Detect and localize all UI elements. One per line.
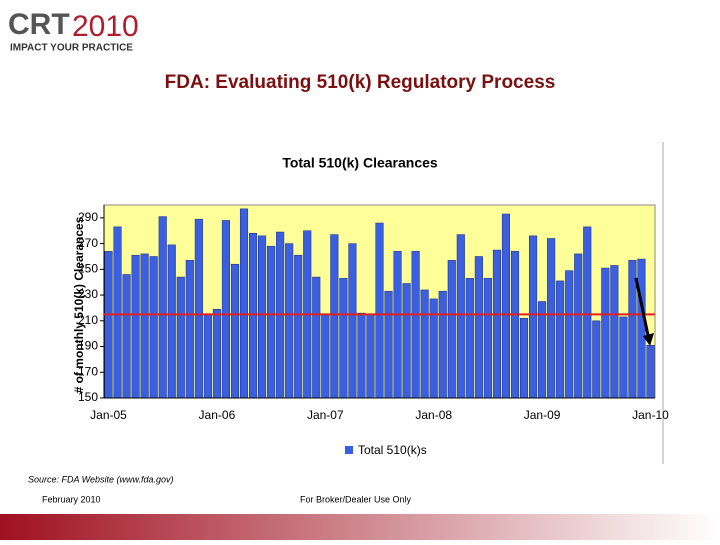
bar — [510, 251, 520, 399]
bar — [366, 314, 375, 399]
y-tick-label: 170 — [78, 364, 98, 378]
bar — [348, 243, 357, 399]
bar — [312, 276, 321, 399]
bar — [176, 276, 185, 399]
bar — [258, 235, 267, 399]
bar — [519, 317, 529, 399]
bar — [140, 253, 149, 399]
logo-brand: CRT — [8, 8, 70, 41]
bar — [547, 238, 556, 399]
bar — [194, 218, 203, 399]
bar — [294, 254, 303, 399]
bar — [556, 280, 565, 399]
bar — [158, 216, 167, 399]
bar — [131, 254, 140, 399]
bar — [357, 312, 366, 399]
bar — [393, 251, 402, 399]
x-tick-label: Jan-10 — [632, 408, 669, 422]
bar — [375, 222, 384, 399]
y-tick-label: 290 — [78, 210, 98, 224]
y-tick-label: 150 — [78, 390, 98, 404]
y-tick-label: 230 — [78, 287, 98, 301]
x-tick-label: Jan-08 — [415, 408, 452, 422]
bar — [339, 278, 348, 399]
source: Source: FDA Website (www.fda.gov) — [28, 474, 174, 484]
bar — [285, 243, 294, 399]
bar — [420, 289, 429, 399]
bar — [592, 320, 601, 399]
bar — [574, 253, 583, 399]
logo-year: 2010 — [72, 10, 139, 43]
legend-label: Total 510(k)s — [358, 443, 427, 457]
bar — [321, 314, 330, 399]
bar — [628, 260, 637, 399]
bar — [167, 244, 176, 399]
bar — [610, 265, 619, 399]
bar — [646, 344, 655, 399]
bar — [492, 249, 501, 399]
bar — [501, 213, 511, 399]
bar — [447, 260, 456, 399]
bar — [248, 233, 258, 399]
bar — [149, 256, 158, 399]
bar — [330, 234, 339, 399]
bar — [411, 251, 420, 399]
bar — [203, 314, 212, 399]
logo-tagline: IMPACT YOUR PRACTICE — [10, 43, 133, 54]
bar — [538, 301, 547, 399]
bar — [619, 316, 628, 399]
bar — [230, 263, 240, 399]
y-tick-label: 190 — [78, 339, 98, 353]
y-axis-label: # of monthly 510(k) Clearances — [72, 216, 86, 393]
bar — [637, 258, 646, 399]
x-tick-label: Jan-09 — [524, 408, 561, 422]
bar — [601, 267, 610, 399]
bar — [565, 270, 574, 399]
y-tick-label: 210 — [78, 313, 98, 327]
slide-title: FDA: Evaluating 510(k) Regulatory Proces… — [165, 72, 556, 93]
bar — [583, 226, 592, 399]
bar — [113, 226, 122, 399]
bar — [185, 260, 194, 399]
footer-disclaimer: For Broker/Dealer Use Only — [300, 494, 412, 504]
bar — [438, 290, 447, 399]
bar — [122, 274, 131, 399]
bar — [483, 278, 492, 399]
x-tick-label: Jan-05 — [90, 408, 127, 422]
bar — [104, 251, 113, 399]
footer-band — [0, 514, 720, 540]
footer-date: February 2010 — [42, 494, 101, 504]
bar — [221, 220, 230, 399]
x-tick-label: Jan-06 — [199, 408, 236, 422]
bar — [529, 235, 538, 399]
bar — [465, 278, 474, 399]
arrow-head — [643, 333, 654, 346]
y-tick-label: 250 — [78, 262, 98, 276]
bar — [456, 234, 465, 399]
legend-swatch — [345, 446, 353, 454]
x-tick-label: Jan-07 — [307, 408, 344, 422]
annotation-arrow — [634, 277, 651, 341]
bar — [474, 256, 483, 399]
bar — [267, 245, 276, 399]
chart-title: Total 510(k) Clearances — [282, 155, 438, 171]
bar — [402, 283, 411, 399]
bar — [212, 308, 221, 399]
y-tick-label: 270 — [78, 236, 98, 250]
bar — [239, 208, 249, 399]
bar — [384, 290, 393, 399]
